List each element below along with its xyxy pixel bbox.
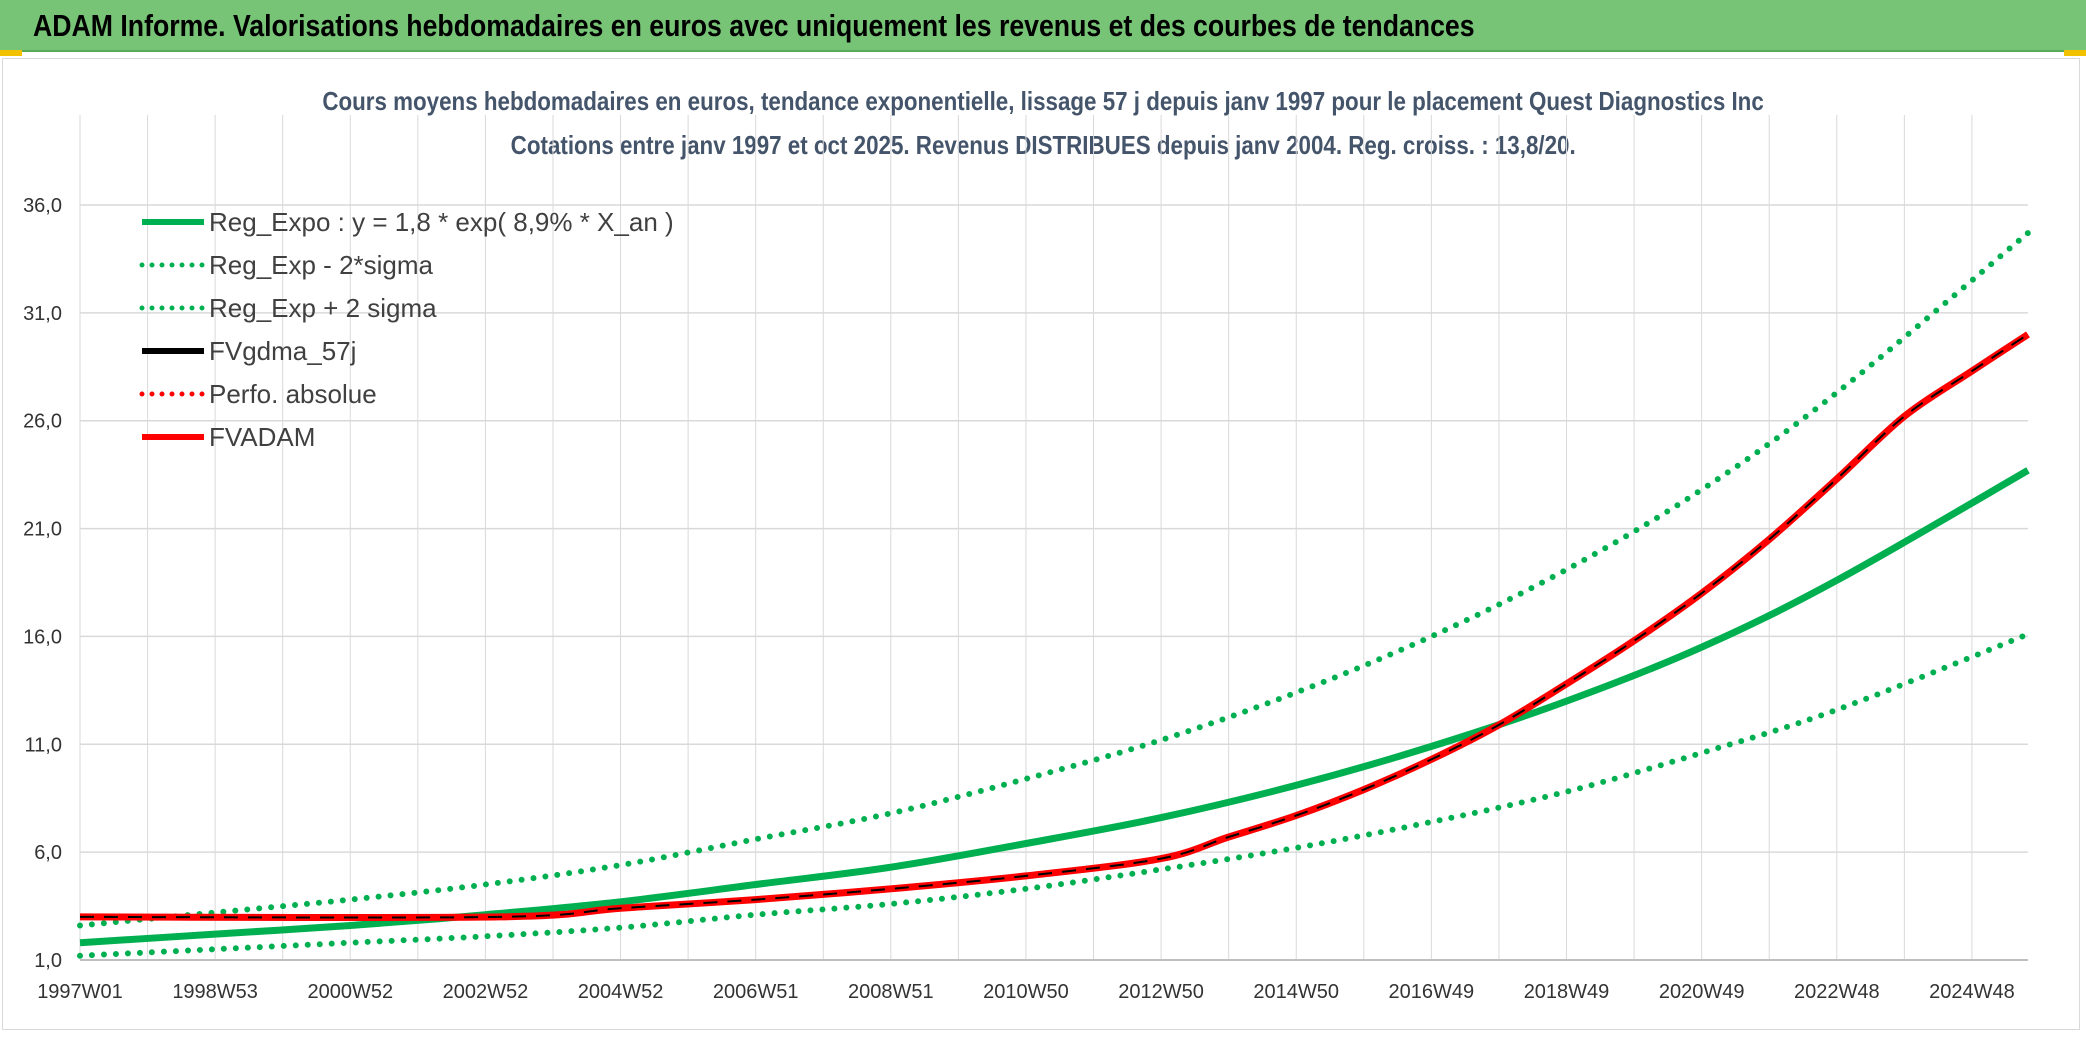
x-tick-label: 2024W48 — [1929, 981, 2015, 1003]
y-tick-label: 1,0 — [34, 950, 62, 972]
series-layer — [77, 230, 2031, 959]
report-banner: ADAM Informe. Valorisations hebdomadaire… — [0, 0, 2086, 52]
report-title: ADAM Informe. Valorisations hebdomadaire… — [33, 8, 1475, 43]
x-tick-label: 2018W49 — [1524, 981, 1610, 1003]
x-tick-label: 1997W01 — [37, 981, 123, 1003]
x-tick-label: 2002W52 — [443, 981, 529, 1003]
corner-marker-right — [2064, 50, 2086, 56]
x-tick-label: 2016W49 — [1389, 981, 1475, 1003]
corner-marker-left — [0, 50, 22, 56]
series-line-perfo-absolue — [79, 333, 2029, 920]
legend-label: FVADAM — [209, 422, 315, 452]
legend-label: Reg_Exp - 2*sigma — [209, 250, 434, 280]
y-tick-label: 26,0 — [23, 411, 62, 433]
axis-layer: 1,0 6,0 11,0 16,0 21,0 26,0 31,0 36,0 1997W01 199… — [23, 195, 2028, 1003]
series-line-fvgdma-57j — [79, 333, 2029, 919]
legend-label: Perfo. absolue — [209, 379, 377, 409]
grid-layer — [79, 115, 2028, 961]
series-line-fvadam — [79, 331, 2030, 922]
legend-label: Reg_Expo : y = 1,8 * exp( 8,9% * X_an ) — [209, 207, 674, 237]
x-tick-label: 2004W52 — [578, 981, 664, 1003]
x-tick-label: 2022W48 — [1794, 981, 1880, 1003]
x-tick-label: 2000W52 — [307, 981, 393, 1003]
x-tick-label: 2020W49 — [1659, 981, 1745, 1003]
series-line-reg-exp-2-sigma — [77, 631, 2031, 959]
y-tick-label: 16,0 — [23, 626, 62, 648]
x-tick-label: 1998W53 — [172, 981, 258, 1003]
legend-label: Reg_Exp + 2 sigma — [209, 293, 437, 323]
y-tick-label: 6,0 — [34, 842, 62, 864]
x-tick-label: 2014W50 — [1253, 981, 1339, 1003]
x-tick-label: 2010W50 — [983, 981, 1069, 1003]
x-tick-label: 2012W50 — [1118, 981, 1204, 1003]
legend-label: FVgdma_57j — [209, 336, 356, 366]
series-line-reg-exp-2-sigma — [77, 230, 2031, 929]
chart-frame — [2, 58, 2080, 1030]
x-tick-label: 2006W51 — [713, 981, 799, 1003]
series-line-reg-expo — [79, 467, 2030, 947]
y-tick-label: 21,0 — [23, 519, 62, 541]
y-tick-label: 36,0 — [23, 195, 62, 217]
chart-title-line-1: Cours moyens hebdomadaires en euros, ten… — [322, 86, 1764, 116]
y-tick-label: 11,0 — [25, 734, 62, 756]
x-tick-label: 2008W51 — [848, 981, 934, 1003]
legend-layer: Reg_Expo : y = 1,8 * exp( 8,9% * X_an ) R… — [139, 207, 674, 452]
y-tick-label: 31,0 — [23, 303, 62, 325]
